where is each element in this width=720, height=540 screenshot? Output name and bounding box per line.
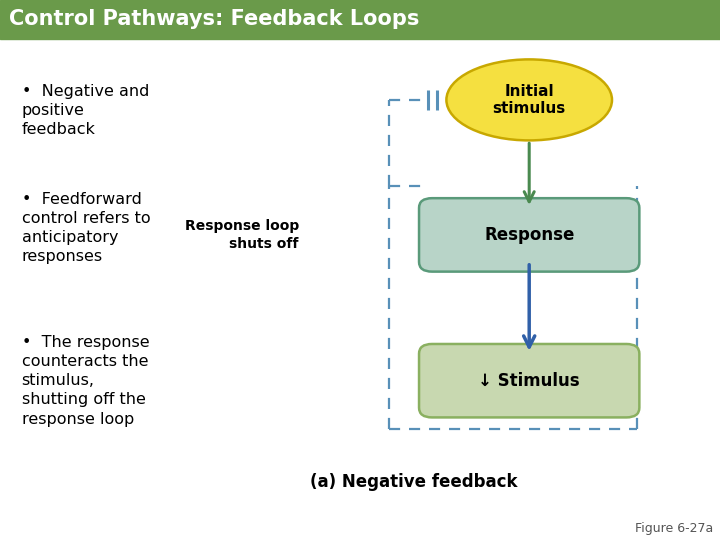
FancyBboxPatch shape xyxy=(0,0,720,39)
Text: Initial
stimulus: Initial stimulus xyxy=(492,84,566,116)
Text: •  The response
counteracts the
stimulus,
shutting off the
response loop: • The response counteracts the stimulus,… xyxy=(22,335,149,427)
FancyBboxPatch shape xyxy=(419,344,639,417)
Text: Response loop
shuts off: Response loop shuts off xyxy=(184,219,299,251)
Ellipse shape xyxy=(446,59,612,140)
FancyBboxPatch shape xyxy=(419,198,639,272)
Text: Figure 6-27a: Figure 6-27a xyxy=(634,522,713,535)
Text: ↓ Stimulus: ↓ Stimulus xyxy=(478,372,580,390)
Text: Control Pathways: Feedback Loops: Control Pathways: Feedback Loops xyxy=(9,9,420,30)
Text: Response: Response xyxy=(484,226,575,244)
Text: •  Feedforward
control refers to
anticipatory
responses: • Feedforward control refers to anticipa… xyxy=(22,192,150,264)
Text: (a) Negative feedback: (a) Negative feedback xyxy=(310,474,517,491)
Text: •  Negative and
positive
feedback: • Negative and positive feedback xyxy=(22,84,149,137)
